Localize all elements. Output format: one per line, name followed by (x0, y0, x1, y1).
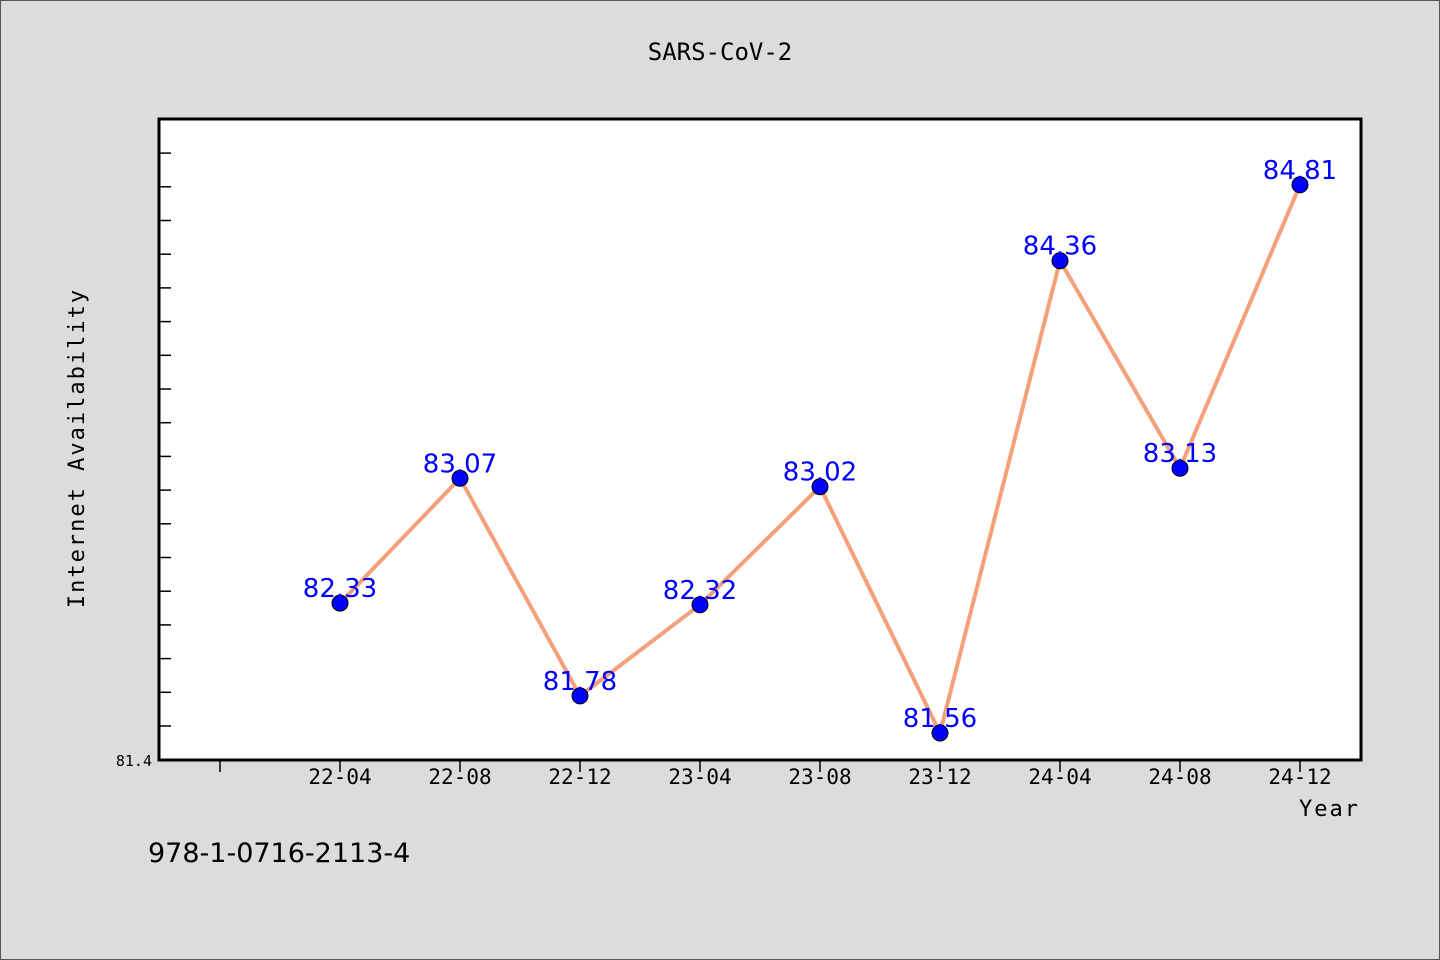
y-axis-label: Internet Availability (65, 288, 90, 608)
x-tick-label: 24-08 (1148, 765, 1211, 789)
data-label: 83.02 (783, 458, 857, 488)
data-markers (331, 176, 1309, 742)
data-point (691, 596, 709, 614)
data-point (1051, 252, 1069, 270)
x-tick-label: 24-04 (1028, 765, 1091, 789)
x-tick-label: 23-08 (788, 765, 851, 789)
chart-title: SARS-CoV-2 (648, 38, 793, 66)
data-label: 81.56 (903, 704, 977, 734)
data-label: 84.36 (1023, 232, 1097, 262)
data-label: 81.78 (543, 667, 617, 697)
x-tick-label: 22-04 (308, 765, 371, 789)
data-point (331, 594, 349, 612)
data-point (931, 724, 949, 742)
data-point (451, 469, 469, 487)
x-tick-label: 23-04 (668, 765, 731, 789)
data-point (1171, 459, 1189, 477)
x-tick-label: 24-12 (1268, 765, 1331, 789)
x-tick-label: 22-12 (548, 765, 611, 789)
x-tick-label: 23-12 (908, 765, 971, 789)
data-point (1291, 176, 1309, 194)
data-label: 83.07 (423, 449, 497, 479)
data-point (571, 687, 589, 705)
data-labels: 82.33 83.07 81.78 82.32 83.02 81.56 84.36 83.13… (303, 156, 1337, 734)
x-axis-label: Year (1299, 797, 1360, 822)
x-tick-label: 22-08 (428, 765, 491, 789)
data-point (811, 478, 829, 496)
data-label: 82.32 (663, 576, 737, 606)
y-axis-ticks (159, 152, 171, 727)
x-axis-ticks (219, 760, 1301, 772)
data-label: 84.81 (1263, 156, 1337, 186)
data-label: 82.33 (303, 574, 377, 604)
footer-isbn: 978-1-0716-2113-4 (148, 838, 410, 869)
data-label: 83.13 (1143, 439, 1217, 469)
plot-area (157, 117, 1363, 762)
x-axis-tick-labels: 22-04 22-08 22-12 23-04 23-08 23-12 24-04 24-08… (308, 765, 1331, 789)
y-axis-tick-label: 81.4 (116, 752, 152, 770)
